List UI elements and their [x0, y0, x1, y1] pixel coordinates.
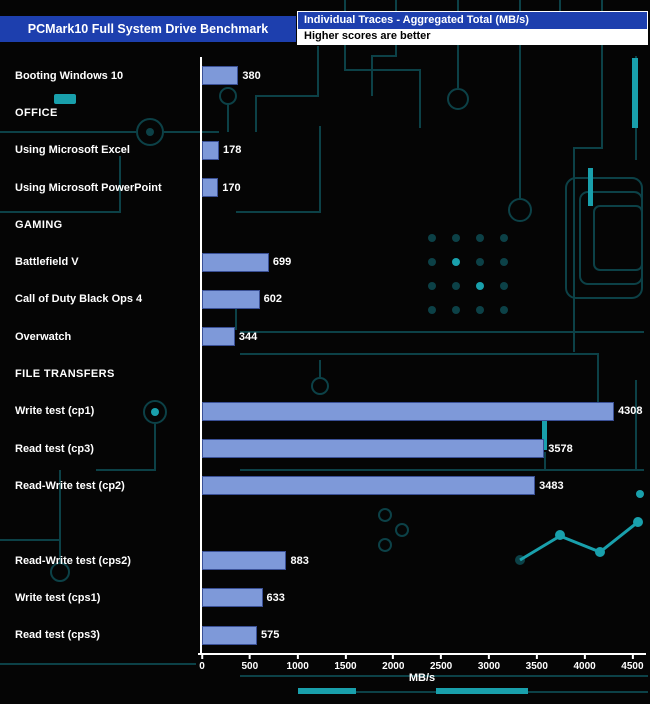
bar-area: 170	[202, 169, 642, 206]
value-bar	[202, 625, 257, 645]
value-bar	[202, 439, 545, 459]
bar-area: 3578	[202, 430, 642, 467]
bar-row: Read test (cps3) 575	[0, 616, 650, 653]
category-label: Call of Duty Black Ops 4	[15, 293, 143, 306]
value-bar	[202, 140, 220, 160]
x-tick-label: 1000	[286, 661, 309, 672]
bar-area: 575	[202, 616, 642, 653]
category-label: Using Microsoft Excel	[15, 144, 130, 157]
x-tick-label: 2500	[430, 661, 453, 672]
y-axis-line	[200, 57, 202, 654]
category-label: Write test (cp1)	[15, 405, 95, 418]
value-label: 380	[242, 69, 261, 82]
bar-row: Read-Write test (cps2) 883	[0, 542, 650, 579]
value-bar	[202, 401, 615, 421]
category-label: Read-Write test (cp2)	[15, 479, 125, 492]
bar-row: Read test (cp3) 3578	[0, 430, 650, 467]
bar-row: Booting Windows 10 380	[0, 57, 650, 94]
legend-series-label: Individual Traces - Aggregated Total (MB…	[298, 12, 647, 29]
value-label: 344	[238, 330, 258, 343]
chart-title: PCMark10 Full System Drive Benchmark	[27, 22, 269, 36]
bar-area: 344	[202, 318, 642, 355]
section-label: FILE TRANSFERS	[15, 368, 115, 381]
bar-row: Using Microsoft PowerPoint 170	[0, 169, 650, 206]
bar-area: 3483	[202, 467, 642, 504]
x-tick-label: 500	[241, 661, 259, 672]
value-bar	[202, 476, 536, 496]
bar-row: Overwatch 344	[0, 318, 650, 355]
value-bar	[202, 588, 263, 608]
value-bar	[202, 327, 235, 347]
x-tick-label: 3500	[525, 661, 548, 672]
value-bar	[202, 66, 239, 86]
x-axis-ticks: 0 500 1000 1500 2000 2500 3000 3500 4000 4500	[199, 658, 644, 672]
value-label: 633	[266, 591, 285, 604]
category-label: Read test (cps3)	[15, 629, 100, 642]
bar-area: 699	[202, 243, 642, 280]
value-label: 883	[290, 554, 309, 567]
chart-title-bar: PCMark10 Full System Drive Benchmark	[0, 16, 296, 42]
bar-area: 178	[202, 132, 642, 169]
category-label: Read-Write test (cps2)	[15, 554, 131, 567]
chart-rows: Booting Windows 10 380 OFFICE Using Microso…	[0, 57, 650, 654]
value-label: 575	[261, 629, 280, 642]
bar-row: Write test (cp1) 4308	[0, 393, 650, 430]
bar-row: Read-Write test (cp2) 3483	[0, 467, 650, 504]
section-label: OFFICE	[15, 106, 58, 119]
bar-area: 883	[202, 542, 642, 579]
category-label: Using Microsoft PowerPoint	[15, 181, 162, 194]
x-axis-line	[198, 653, 646, 655]
x-axis-title: MB/s	[408, 672, 436, 684]
value-bar	[202, 289, 260, 309]
x-tick-label: 3000	[477, 661, 501, 672]
section-row: FILE TRANSFERS	[0, 355, 650, 392]
bar-area: 602	[202, 281, 642, 318]
value-bar	[202, 252, 269, 272]
legend-note: Higher scores are better	[298, 29, 647, 44]
section-label: GAMING	[15, 218, 63, 231]
bar-row: Battlefield V 699	[0, 243, 650, 280]
section-row: OFFICE	[0, 94, 650, 131]
value-label: 178	[223, 144, 242, 157]
category-label: Read test (cp3)	[15, 442, 94, 455]
value-label: 699	[272, 256, 292, 269]
category-label: Battlefield V	[15, 256, 79, 269]
x-tick-label: 0	[199, 661, 205, 672]
x-tick-label: 4000	[573, 661, 596, 672]
bar-row: Using Microsoft Excel 178	[0, 132, 650, 169]
section-row: GAMING	[0, 206, 650, 243]
bar-area: 4308	[202, 393, 643, 430]
category-label: Write test (cps1)	[15, 591, 101, 604]
value-label: 602	[263, 293, 282, 306]
value-label: 3483	[539, 479, 564, 492]
category-label: Booting Windows 10	[15, 69, 124, 82]
spacer-row	[0, 505, 650, 542]
bar-area: 380	[202, 57, 642, 94]
value-label: 4308	[618, 405, 643, 418]
value-bar	[202, 178, 219, 198]
bar-row: Call of Duty Black Ops 4 602	[0, 281, 650, 318]
bar-area: 633	[202, 579, 642, 616]
value-label: 170	[222, 181, 241, 194]
legend-box: Individual Traces - Aggregated Total (MB…	[297, 11, 648, 45]
value-label: 3578	[548, 442, 573, 455]
x-tick-label: 4500	[621, 661, 644, 672]
x-tick-label: 1500	[334, 661, 357, 672]
bar-row: Write test (cps1) 633	[0, 579, 650, 616]
category-label: Overwatch	[15, 330, 72, 343]
value-bar	[202, 551, 287, 570]
x-tick-label: 2000	[382, 661, 405, 672]
